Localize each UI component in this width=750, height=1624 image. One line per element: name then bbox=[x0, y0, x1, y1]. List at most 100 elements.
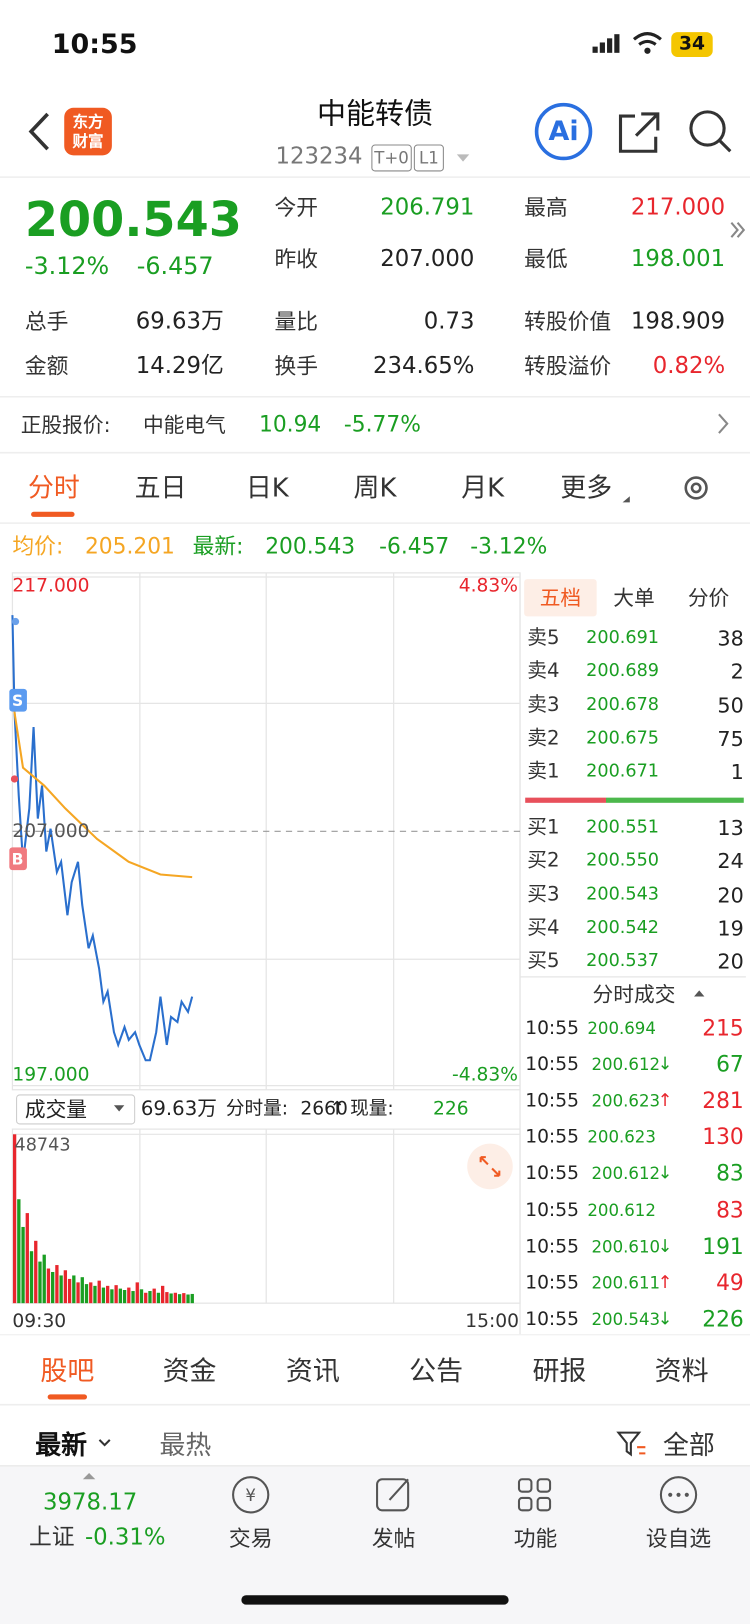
trade-arrow: ↓ bbox=[657, 1308, 673, 1330]
bottom-tab[interactable]: 资讯 bbox=[285, 1355, 340, 1388]
trade-price: 200.611 bbox=[591, 1272, 661, 1293]
bottom-tab[interactable]: 公告 bbox=[409, 1355, 464, 1388]
book-price: 200.689 bbox=[586, 660, 659, 682]
x-tick-label: 09:30 bbox=[12, 1310, 67, 1333]
chart-tab[interactable]: 分时 bbox=[27, 472, 80, 503]
ai-button[interactable]: Ai bbox=[548, 116, 579, 148]
volume-bar bbox=[165, 1292, 169, 1304]
underlying-pct: -5.77% bbox=[343, 411, 421, 437]
volume-selector[interactable]: 成交量 bbox=[24, 1097, 88, 1122]
book-level: 卖5 bbox=[527, 626, 560, 649]
book-volume: 50 bbox=[717, 692, 744, 718]
status-time: 10:55 bbox=[51, 29, 138, 61]
book-volume: 2 bbox=[730, 659, 744, 685]
sort-latest[interactable]: 最新 bbox=[35, 1430, 88, 1461]
volume-bar bbox=[34, 1240, 38, 1304]
book-volume: 1 bbox=[730, 759, 744, 785]
volume-bar bbox=[152, 1288, 156, 1304]
y-tick-label: 207.000 bbox=[12, 819, 90, 842]
change: -6.457 bbox=[136, 253, 214, 281]
marker-label: S bbox=[12, 691, 24, 711]
volume-bar bbox=[160, 1285, 165, 1304]
underlying-label: 正股报价: bbox=[20, 412, 111, 438]
security-code: 123234 bbox=[275, 143, 363, 170]
trade-arrow: ↑ bbox=[657, 1090, 673, 1112]
trade-volume: 215 bbox=[702, 1015, 744, 1041]
underlying-price: 10.94 bbox=[258, 411, 322, 437]
book-tab[interactable]: 五档 bbox=[539, 585, 582, 611]
chart-tab[interactable]: 月K bbox=[461, 472, 505, 503]
marker-b bbox=[9, 847, 27, 871]
volume-bar bbox=[29, 1251, 34, 1304]
stat-value: 198.909 bbox=[630, 308, 726, 335]
stat-value: 207.000 bbox=[380, 246, 475, 273]
volume-bar bbox=[17, 1199, 21, 1304]
chart-header-avg: 205.201 bbox=[84, 534, 175, 559]
trade-price: 200.543 bbox=[591, 1309, 661, 1329]
book-tab[interactable]: 大单 bbox=[613, 585, 655, 611]
trade-time: 10:55 bbox=[525, 1235, 579, 1258]
trade-price: 200.612 bbox=[587, 1200, 656, 1220]
volume-bar bbox=[25, 1213, 29, 1304]
volume-total: 69.63万 bbox=[140, 1097, 217, 1121]
sort-hot[interactable]: 最热 bbox=[159, 1430, 212, 1461]
trade-volume: 191 bbox=[702, 1233, 744, 1259]
price-line bbox=[11, 698, 193, 879]
chart-header-change: -6.457 bbox=[379, 534, 450, 559]
bottom-tab[interactable]: 股吧 bbox=[40, 1355, 95, 1388]
volume-bar bbox=[110, 1289, 114, 1304]
nav-item[interactable]: 设自选 bbox=[645, 1526, 712, 1552]
chart-tab[interactable]: 更多 bbox=[560, 472, 613, 503]
trade-time: 10:55 bbox=[525, 1162, 579, 1185]
stat-label: 最高 bbox=[524, 195, 568, 221]
filter[interactable]: 全部 bbox=[662, 1430, 715, 1461]
volume-bar bbox=[101, 1287, 106, 1304]
volume-bar bbox=[127, 1287, 131, 1304]
bottom-tab[interactable]: 研报 bbox=[532, 1355, 587, 1388]
nav-item[interactable]: 功能 bbox=[513, 1526, 558, 1552]
bottom-tab[interactable]: 资金 bbox=[162, 1355, 217, 1388]
stat-value: 198.001 bbox=[630, 246, 726, 273]
book-volume: 20 bbox=[717, 949, 744, 974]
nav-item[interactable]: 交易 bbox=[228, 1526, 273, 1552]
trade-price: 200.610 bbox=[591, 1236, 661, 1257]
trade-arrow: ↓ bbox=[657, 1163, 673, 1184]
stat-label: 最低 bbox=[524, 247, 568, 272]
volume-bar bbox=[59, 1275, 63, 1304]
trade-volume: 49 bbox=[716, 1270, 744, 1296]
trade-time: 10:55 bbox=[525, 1089, 579, 1112]
chart-header-latest-label: 最新: bbox=[192, 534, 244, 559]
volume-bar bbox=[131, 1291, 135, 1304]
volume-bar bbox=[12, 1134, 17, 1304]
volume-bar bbox=[67, 1278, 72, 1304]
volume-bar bbox=[144, 1292, 148, 1304]
book-volume: 38 bbox=[717, 625, 744, 651]
chart-tab[interactable]: 周K bbox=[353, 472, 397, 503]
book-volume: 19 bbox=[717, 915, 744, 941]
chart-tab[interactable]: 五日 bbox=[134, 472, 187, 503]
trade-price: 200.612 bbox=[591, 1163, 661, 1184]
stat-value: 14.29亿 bbox=[135, 353, 224, 380]
trade-volume: 130 bbox=[702, 1124, 744, 1150]
nav-item[interactable]: 发帖 bbox=[371, 1526, 416, 1552]
min-vol-label: 分时量: bbox=[225, 1098, 289, 1120]
trade-price: 200.694 bbox=[587, 1018, 656, 1038]
book-tab[interactable]: 分价 bbox=[687, 585, 730, 611]
volume-bar bbox=[38, 1261, 42, 1304]
book-level: 买5 bbox=[527, 949, 560, 973]
volume-bar bbox=[169, 1293, 173, 1304]
volume-bar bbox=[118, 1288, 123, 1304]
volume-bar bbox=[177, 1294, 182, 1304]
book-price: 200.678 bbox=[586, 694, 659, 715]
trade-volume: 226 bbox=[702, 1306, 744, 1332]
book-price: 200.691 bbox=[586, 627, 659, 648]
y-tick-label: 217.000 bbox=[12, 574, 90, 597]
chart-tab[interactable]: 日K bbox=[245, 472, 289, 503]
book-level: 买4 bbox=[527, 916, 560, 939]
chart-header-pct: -3.12% bbox=[470, 534, 548, 559]
trade-volume: 83 bbox=[716, 1197, 744, 1223]
book-level: 卖1 bbox=[527, 760, 560, 783]
bottom-tab[interactable]: 资料 bbox=[654, 1355, 709, 1388]
